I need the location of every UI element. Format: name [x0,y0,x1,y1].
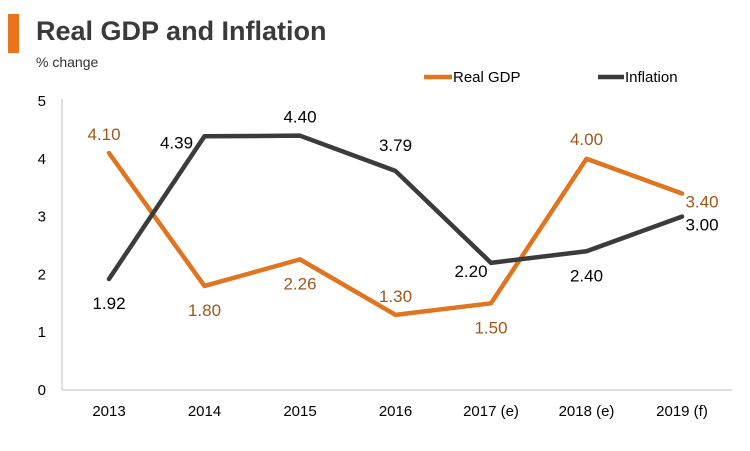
x-tick-label: 2013 [92,403,125,420]
inflation-data-label: 1.92 [92,294,125,313]
chart-axes: 0 1 2 3 4 5 2013 2014 2015 2016 2017 (e) 2018 (e) 20… [38,93,732,420]
gdp-data-label: 1.80 [188,301,221,320]
inflation-data-label: 2.20 [454,262,487,281]
gdp-series-line [106,150,685,318]
gdp-data-label: 1.30 [379,287,412,306]
page-title: Real GDP and Inflation [36,16,327,46]
y-tick-label: 0 [38,382,46,399]
y-tick-label: 2 [38,266,46,283]
chart-data-labels: 4.10 1.80 2.26 1.30 1.50 4.00 3.40 1.92 4.39 4.40… [87,108,718,338]
chart-legend: Real GDP Inflation [424,69,678,86]
legend-label-inflation: Inflation [625,69,678,86]
y-tick-label: 3 [38,209,46,226]
x-tick-label: 2018 (e) [559,403,615,420]
y-tick-label: 1 [38,324,46,341]
x-tick-label: 2017 (e) [463,403,519,420]
x-tick-label: 2015 [283,403,316,420]
y-tick-label: 5 [38,93,46,110]
x-tick-label: 2019 (f) [656,403,708,420]
y-tick-label: 4 [38,151,46,168]
inflation-data-label: 4.39 [160,133,193,152]
inflation-data-label: 3.00 [685,216,718,235]
chart-lines [106,133,685,318]
inflation-series-line [106,133,685,282]
title-accent-bar [8,14,19,53]
inflation-data-label: 4.40 [283,108,316,127]
inflation-data-label: 3.79 [379,136,412,155]
gdp-data-label: 4.00 [570,130,603,149]
gdp-data-label: 4.10 [87,125,120,144]
x-tick-label: 2014 [188,403,221,420]
gdp-data-label: 2.26 [283,274,316,293]
inflation-data-label: 2.40 [570,266,603,285]
y-unit-label: % change [36,54,99,70]
x-tick-label: 2016 [379,403,412,420]
gdp-data-label: 3.40 [685,192,718,211]
legend-label-real-gdp: Real GDP [453,69,521,86]
gdp-data-label: 1.50 [474,318,507,337]
